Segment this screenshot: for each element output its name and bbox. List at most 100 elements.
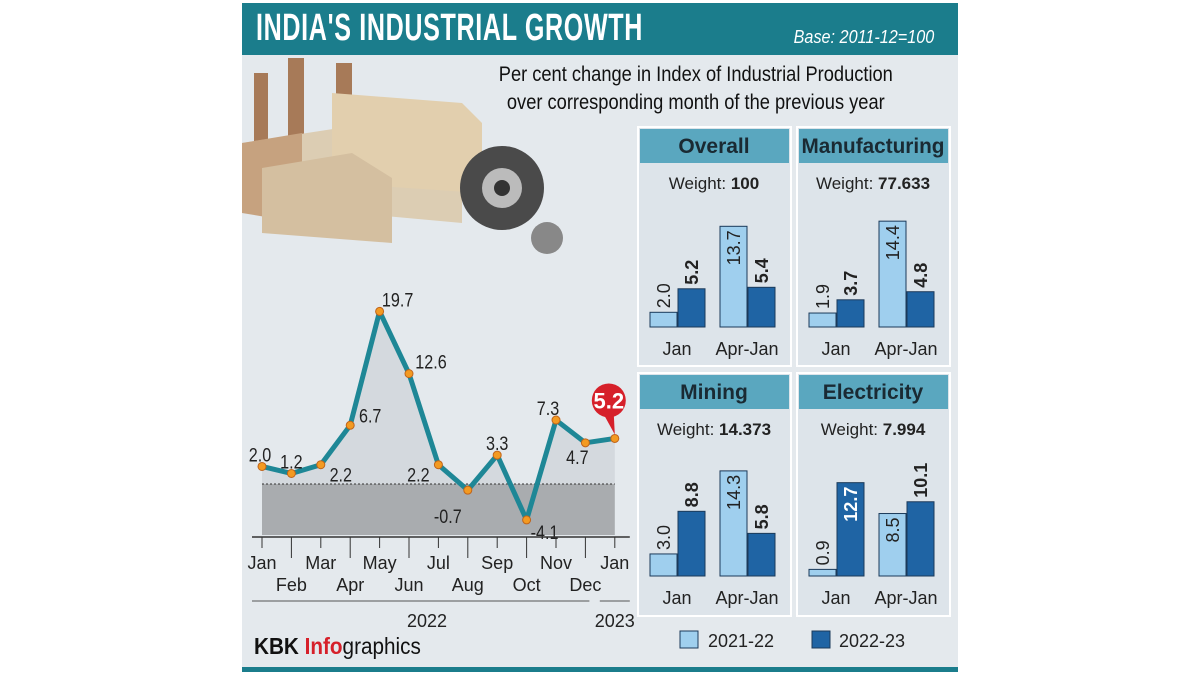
area-fill xyxy=(262,311,615,520)
bar xyxy=(836,299,865,328)
bar-label: 5.2 xyxy=(682,260,702,285)
credit-kbk: KBK xyxy=(254,633,305,659)
legend-swatch-2021-22 xyxy=(679,630,699,649)
bar xyxy=(878,513,907,577)
data-label: 7.3 xyxy=(537,398,560,420)
data-label: 2.0 xyxy=(249,444,272,466)
data-label: -0.7 xyxy=(434,506,462,528)
bar xyxy=(677,510,706,577)
bar-label: 14.3 xyxy=(724,475,744,510)
x-tick-label: Jan xyxy=(600,553,629,573)
x-tick-label: Jan xyxy=(247,553,276,573)
x-tick-label: Sep xyxy=(481,553,513,573)
subtitle: Per cent change in Index of Industrial P… xyxy=(487,61,905,117)
panel-header xyxy=(799,129,948,163)
legend-label-2022-23: 2022-23 xyxy=(839,631,905,651)
data-label: -4.1 xyxy=(531,522,559,544)
data-label: 2.2 xyxy=(407,464,429,486)
data-point xyxy=(257,461,267,471)
panel-header xyxy=(799,375,948,409)
subtitle-line-1: Per cent change in Index of Industrial P… xyxy=(498,63,893,86)
panel-title: Electricity xyxy=(823,381,924,404)
credit-info: Info xyxy=(304,633,343,659)
data-label: 3.3 xyxy=(486,433,509,455)
panel-header xyxy=(640,375,789,409)
data-label: 19.7 xyxy=(382,289,413,311)
bar xyxy=(747,532,776,577)
category-label: Apr-Jan xyxy=(874,339,937,359)
x-tick-label: Jul xyxy=(427,553,450,573)
category-label: Apr-Jan xyxy=(715,339,778,359)
panel-mining: Mining Weight: 14.373 3.0 8.8 Jan 14.3 5.8 Apr-… xyxy=(637,372,792,617)
category-label: Jan xyxy=(662,339,691,359)
legend-label-2021-22: 2021-22 xyxy=(708,631,774,651)
bar xyxy=(836,482,865,577)
panel-title: Manufacturing xyxy=(802,135,945,158)
panel-title: Overall xyxy=(678,135,749,158)
infographic: INDIA'S INDUSTRIAL GROWTH Base: 2011-12=… xyxy=(242,3,958,672)
bar-label: 8.5 xyxy=(883,518,903,543)
data-point xyxy=(433,460,443,470)
bar-label: 2.0 xyxy=(654,283,674,308)
x-tick-label: Oct xyxy=(513,575,541,595)
negative-band xyxy=(262,484,615,535)
bar xyxy=(677,288,706,328)
bar xyxy=(808,312,837,328)
bar-panels: Overall Weight: 100 2.0 5.2 Jan 13.7 5.4 Apr-Ja… xyxy=(637,126,951,651)
data-label: 1.2 xyxy=(280,451,302,473)
bottom-rule xyxy=(242,667,958,672)
panel-overall: Overall Weight: 100 2.0 5.2 Jan 13.7 5.4 Apr-Ja… xyxy=(637,126,792,367)
panel-weight: Weight: 14.373 xyxy=(657,420,771,439)
x-tick-label: Dec xyxy=(569,575,601,595)
category-label: Jan xyxy=(662,588,691,608)
year-label-2023: 2023 xyxy=(595,611,635,631)
x-tick-label: May xyxy=(363,553,397,573)
x-tick-label: Jun xyxy=(394,575,423,595)
bar-label: 10.1 xyxy=(911,463,931,498)
panel-weight: Weight: 77.633 xyxy=(816,174,930,193)
bar-label: 5.8 xyxy=(752,504,772,529)
bar-label: 5.4 xyxy=(752,258,772,283)
category-label: Jan xyxy=(821,588,850,608)
data-point xyxy=(580,438,590,448)
x-tick-label: Apr xyxy=(336,575,364,595)
bar xyxy=(649,311,678,328)
bar-label: 3.7 xyxy=(841,271,861,296)
subtitle-line-2: over corresponding month of the previous… xyxy=(506,91,885,114)
panel-weight: Weight: 100 xyxy=(669,174,759,193)
data-point xyxy=(551,415,561,425)
bar xyxy=(906,291,935,328)
highlight-pin xyxy=(591,383,626,418)
data-point xyxy=(316,460,326,470)
bar-label: 12.7 xyxy=(841,487,861,522)
panel-electricity: Electricity Weight: 7.994 0.9 12.7 Jan 8.5 10.… xyxy=(796,372,951,617)
category-label: Apr-Jan xyxy=(874,588,937,608)
x-tick-label: Nov xyxy=(540,553,572,573)
category-label: Apr-Jan xyxy=(715,588,778,608)
data-label: 2.2 xyxy=(330,464,352,486)
panel-background xyxy=(637,372,792,617)
x-tick-label: Mar xyxy=(305,553,336,573)
bar xyxy=(808,568,837,577)
highlight-label: 5.2 xyxy=(594,388,625,413)
data-point xyxy=(463,485,473,495)
bar xyxy=(719,225,748,328)
bar xyxy=(719,470,748,577)
data-point xyxy=(286,468,296,478)
panel-weight: Weight: 7.994 xyxy=(821,420,926,439)
bar xyxy=(906,501,935,577)
bar xyxy=(747,286,776,328)
legend-swatch-2022-23 xyxy=(811,630,831,649)
panel-title: Mining xyxy=(680,381,748,404)
bar-label: 13.7 xyxy=(724,230,744,265)
line-chart: 2.0 1.22.26.719.712.62.2-0.73.3-4.17.34.7… xyxy=(247,289,634,631)
bar xyxy=(878,220,907,328)
bar-label: 4.8 xyxy=(911,263,931,288)
bar-label: 0.9 xyxy=(813,540,833,565)
data-point xyxy=(492,450,502,460)
credit: KBK Infographics xyxy=(254,633,421,660)
panel-manufacturing: Manufacturing Weight: 77.633 1.9 3.7 Jan 14.4… xyxy=(796,126,951,367)
category-label: Jan xyxy=(821,339,850,359)
highlight-pin-tail xyxy=(603,414,615,435)
bar-label: 3.0 xyxy=(654,525,674,550)
